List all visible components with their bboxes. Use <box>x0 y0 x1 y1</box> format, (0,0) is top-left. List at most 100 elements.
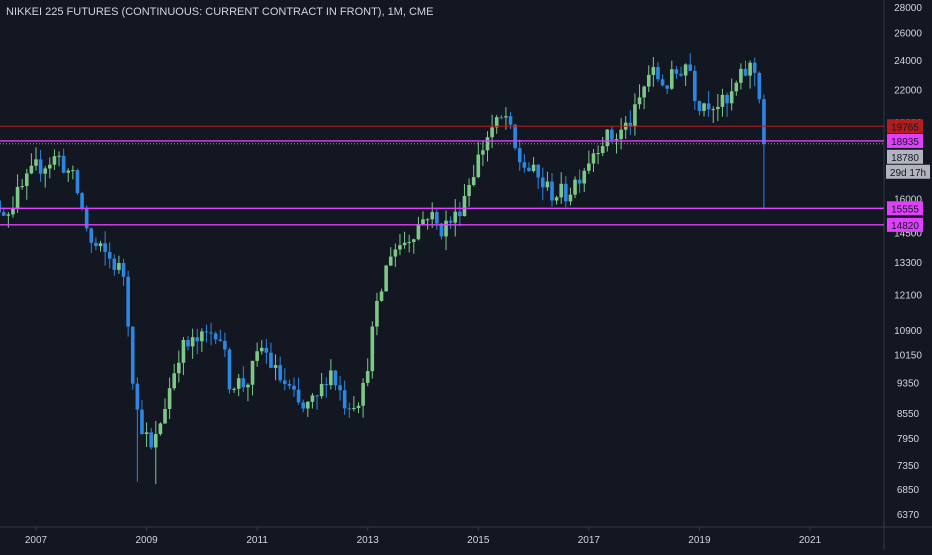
candle-body <box>338 385 342 391</box>
countdown-tag: 29d 17h <box>890 168 926 179</box>
x-tick-label: 2019 <box>688 535 711 546</box>
candle-body <box>683 64 688 76</box>
candle-body <box>522 162 527 168</box>
candle-body <box>388 256 393 266</box>
candle-body <box>490 127 494 138</box>
candle-body <box>550 181 554 201</box>
x-tick-label: 2017 <box>578 535 601 546</box>
candle-body <box>38 159 43 174</box>
candle-body <box>177 362 181 374</box>
candle-body <box>195 337 200 342</box>
candle-body <box>729 91 734 104</box>
candle-body <box>513 124 517 149</box>
candle-body <box>462 196 467 217</box>
candle-body <box>324 384 329 386</box>
candle-body <box>98 243 103 247</box>
chart-title: NIKKEI 225 FUTURES (CONTINUOUS: CURRENT … <box>6 6 434 18</box>
candle-body <box>250 360 255 385</box>
candle-body <box>287 383 292 386</box>
y-tick-label: 6370 <box>897 510 920 521</box>
candle-body <box>610 129 614 140</box>
candle-body <box>614 139 619 141</box>
candle-body <box>112 258 117 270</box>
level-tag-14820-bg <box>887 217 923 232</box>
x-tick-label: 2009 <box>135 535 158 546</box>
candle-body <box>642 86 646 98</box>
candle-body <box>591 153 596 164</box>
candle-body <box>315 395 319 397</box>
price-axis[interactable]: 2800026000240002200020000180001600014500… <box>886 3 930 521</box>
y-tick-label: 14500 <box>894 228 922 239</box>
candle-body <box>232 388 236 390</box>
y-tick-label: 28000 <box>894 3 922 14</box>
candle-body <box>577 179 582 184</box>
candle-body <box>144 432 149 435</box>
candle-body <box>504 116 508 118</box>
candle-body <box>71 170 75 172</box>
candle-body <box>370 326 375 372</box>
candle-body <box>752 62 757 73</box>
candle-body <box>227 349 232 390</box>
candle-body <box>651 67 656 75</box>
candle-body <box>52 156 57 165</box>
y-tick-label: 8550 <box>897 409 920 420</box>
candle-body <box>264 347 269 353</box>
level-tag-15555-bg <box>887 201 923 216</box>
candle-body <box>531 164 536 172</box>
candle-body <box>24 173 29 187</box>
candle-body <box>600 146 605 154</box>
candle-body <box>319 384 324 397</box>
candle-body <box>656 67 660 80</box>
candle-body <box>637 97 642 105</box>
candle-body <box>1 212 6 216</box>
candle-body <box>688 64 693 71</box>
candle-body <box>15 186 20 209</box>
x-tick-label: 2013 <box>357 535 380 546</box>
candle-body <box>665 85 669 89</box>
candle-body <box>762 99 766 144</box>
candle-body <box>439 223 444 237</box>
time-axis[interactable]: 2007 2009 2011 2013 2015 2017 2019 2021 <box>25 527 822 546</box>
candle-body <box>365 371 370 383</box>
candle-body <box>149 432 153 448</box>
candle-body <box>499 117 504 119</box>
y-tick-label: 26000 <box>894 28 922 39</box>
candle-body <box>209 332 213 334</box>
candle-body <box>508 116 513 125</box>
candle-body <box>80 193 84 209</box>
y-tick-label: 16000 <box>894 195 922 206</box>
candle-body <box>0 200 1 213</box>
candle-body <box>407 241 411 243</box>
candle-body <box>448 220 453 223</box>
candle-body <box>582 170 587 184</box>
candle-body <box>301 402 306 409</box>
level-tag-19765: 19765 <box>891 122 919 133</box>
candle-body <box>425 219 430 221</box>
candle-body <box>559 183 564 198</box>
candle-body <box>564 183 568 202</box>
candle-body <box>94 242 98 247</box>
x-tick-label: 2015 <box>467 535 490 546</box>
candle-body <box>384 265 388 292</box>
candle-body <box>255 351 259 361</box>
candle-body <box>310 395 315 402</box>
y-tick-label: 12100 <box>894 290 922 301</box>
candle-body <box>646 74 651 87</box>
candle-body <box>140 409 144 435</box>
candle-body <box>347 408 352 410</box>
candle-body <box>103 243 107 252</box>
candle-body <box>379 291 384 301</box>
candle-body <box>333 370 338 386</box>
candle-body <box>89 228 94 243</box>
candle-body <box>153 434 158 448</box>
candle-body <box>748 62 752 76</box>
candle-body <box>75 170 80 194</box>
candle-body <box>29 165 34 174</box>
candle-body <box>471 177 476 186</box>
candle-body <box>494 117 499 128</box>
candle-body <box>48 164 52 169</box>
candle-body <box>269 352 273 368</box>
